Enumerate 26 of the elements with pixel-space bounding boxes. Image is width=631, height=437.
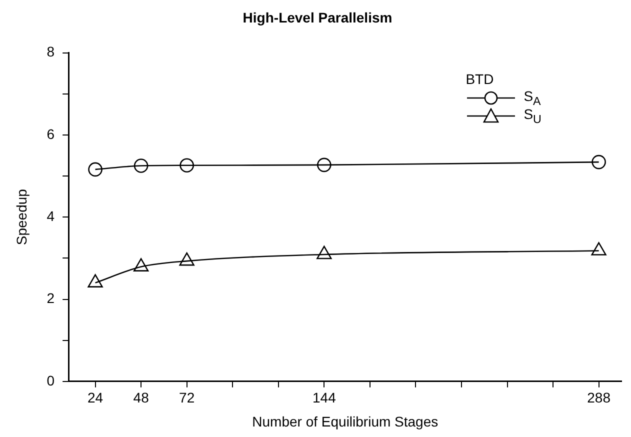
legend-label: S$_{A}$: [524, 88, 541, 108]
y-tick-label: 2: [46, 290, 55, 306]
x-tick-label: 48: [133, 390, 150, 406]
x-tick-label: 144: [312, 390, 336, 406]
point: [592, 154, 606, 170]
point: [179, 252, 194, 266]
point: [88, 274, 103, 288]
x-axis-title: Number of Equilibrium Stages: [252, 413, 438, 430]
point: [317, 158, 332, 172]
x-tick-label: 288: [587, 390, 611, 406]
y-tick-label: 4: [46, 208, 55, 224]
point: [134, 158, 148, 173]
legend-label: S$_{U}$: [524, 106, 542, 126]
y-tick-label: 0: [46, 372, 55, 388]
y-tick-label: 6: [46, 126, 55, 142]
point: [133, 258, 149, 272]
point: [180, 158, 194, 172]
legend-title: BTD: [466, 70, 495, 87]
point: [316, 246, 332, 260]
x-tick-label: 72: [179, 390, 195, 406]
point: [88, 162, 102, 177]
point: [591, 242, 606, 256]
y-tick-label: 8: [46, 44, 55, 60]
x-tick-label: 24: [88, 390, 104, 406]
y-axis-title: Speedup: [13, 188, 30, 246]
chart-title: High-Level Parallelism: [242, 9, 392, 26]
